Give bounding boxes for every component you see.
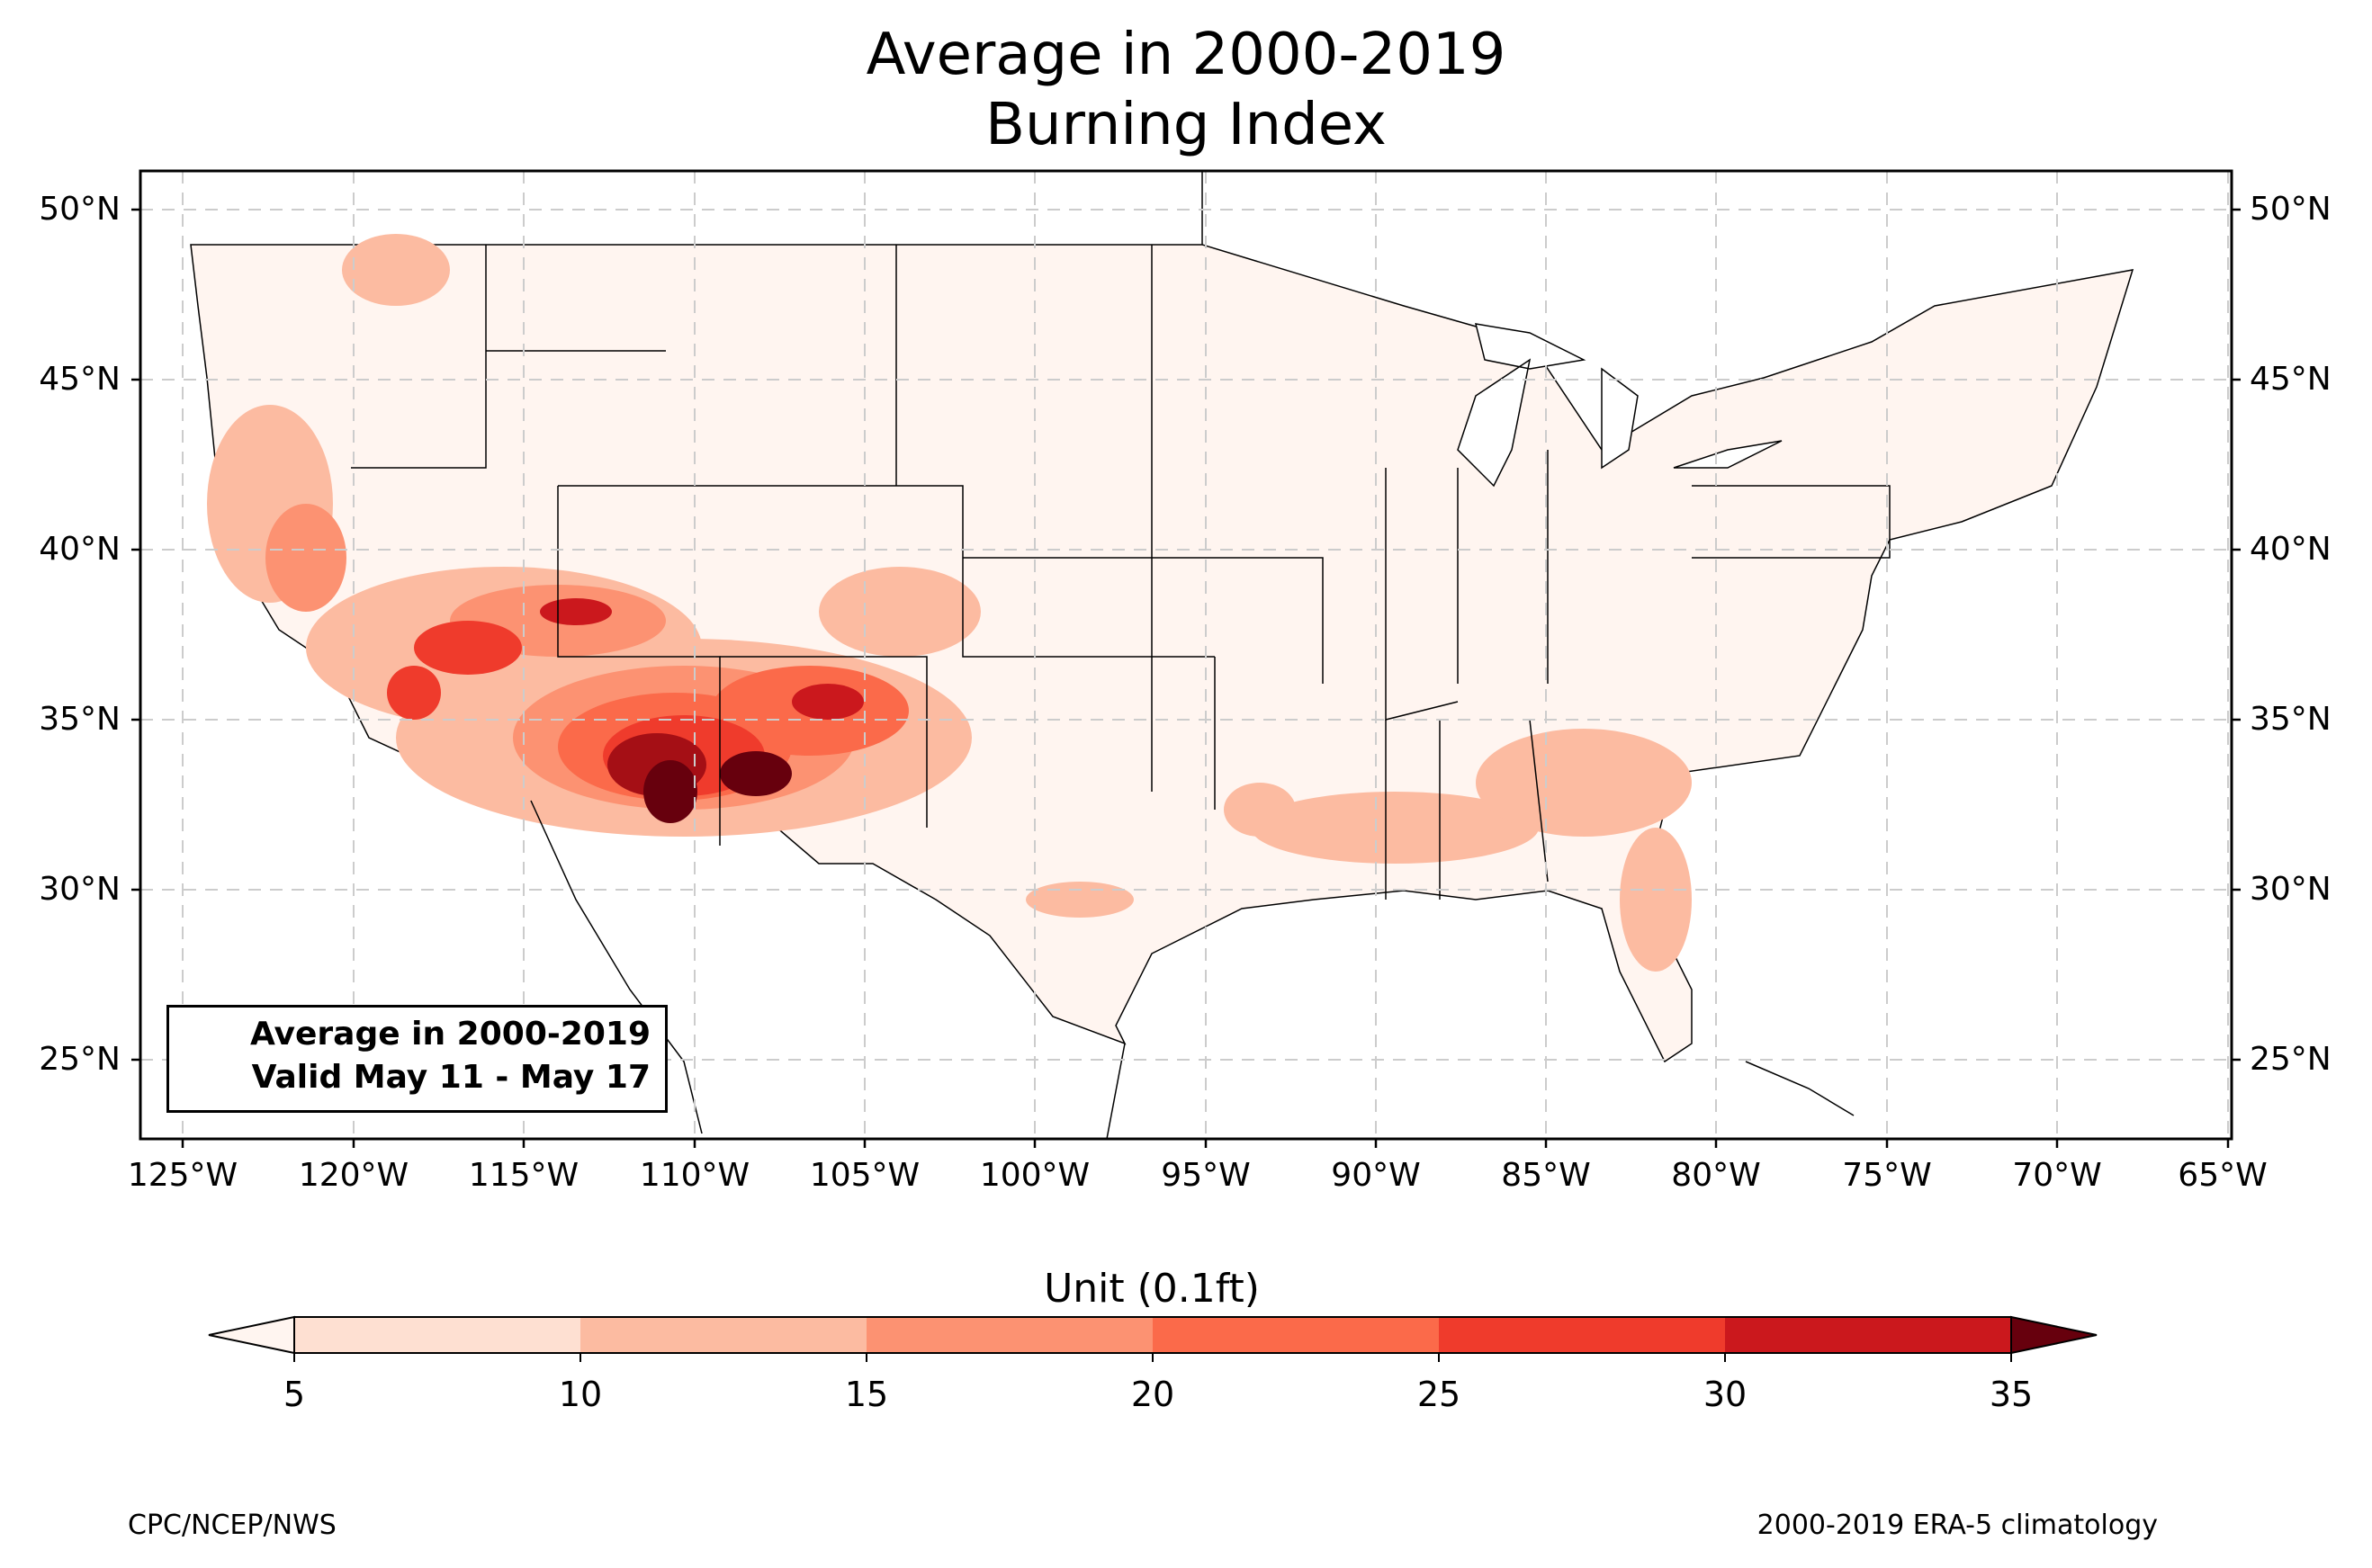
lat-label-left: 40°N bbox=[39, 531, 121, 568]
lon-label: 105°W bbox=[809, 1157, 921, 1194]
info-box-line1: Average in 2000-2019 bbox=[249, 1016, 651, 1053]
footer-climatology: 2000-2019 ERA-5 climatology bbox=[1757, 1510, 2158, 1541]
lat-label-right: 50°N bbox=[2250, 191, 2332, 228]
colorbar-segment bbox=[867, 1317, 1153, 1353]
lat-label-left: 25°N bbox=[39, 1041, 121, 1078]
lon-label: 75°W bbox=[1842, 1157, 1932, 1194]
lon-label: 120°W bbox=[298, 1157, 409, 1194]
map-subtitle: Burning Index bbox=[985, 92, 1387, 158]
lon-label: 70°W bbox=[2012, 1157, 2102, 1194]
lat-label-left: 45°N bbox=[39, 361, 121, 398]
lat-label-left: 30°N bbox=[39, 871, 121, 908]
info-box-line2: Valid May 11 - May 17 bbox=[251, 1059, 651, 1096]
lat-label-right: 35°N bbox=[2250, 701, 2332, 738]
lon-label: 100°W bbox=[979, 1157, 1091, 1194]
lon-label: 95°W bbox=[1161, 1157, 1251, 1194]
map-title: Average in 2000-2019 bbox=[866, 22, 1506, 88]
state-borders bbox=[351, 245, 1891, 900]
lon-label: 90°W bbox=[1331, 1157, 1421, 1194]
lon-label: 115°W bbox=[468, 1157, 580, 1194]
lon-label: 80°W bbox=[1671, 1157, 1761, 1194]
colorbar-title: Unit (0.1ft) bbox=[1044, 1266, 1260, 1312]
colorbar-segment bbox=[294, 1317, 580, 1353]
colorbar-tick-label: 25 bbox=[1416, 1375, 1461, 1414]
colorbar-tick-label: 35 bbox=[1989, 1375, 2034, 1414]
lat-label-left: 50°N bbox=[39, 191, 121, 228]
lon-label: 125°W bbox=[127, 1157, 238, 1194]
lat-label-left: 35°N bbox=[39, 701, 121, 738]
colorbar-tick-label: 20 bbox=[1130, 1375, 1175, 1414]
colorbar-over-arrow bbox=[2010, 1315, 2098, 1355]
lon-label: 65°W bbox=[2178, 1157, 2268, 1194]
colorbar-tick-label: 5 bbox=[283, 1375, 306, 1414]
colorbar-tick-label: 30 bbox=[1703, 1375, 1748, 1414]
lon-label: 110°W bbox=[639, 1157, 750, 1194]
colorbar-tick-label: 15 bbox=[844, 1375, 889, 1414]
map-frame bbox=[139, 169, 2233, 1141]
colorbar bbox=[208, 1315, 2098, 1362]
colorbar-under-arrow bbox=[208, 1315, 295, 1355]
colorbar-segment bbox=[1153, 1317, 1439, 1353]
lat-label-right: 45°N bbox=[2250, 361, 2332, 398]
lat-label-right: 40°N bbox=[2250, 531, 2332, 568]
great-lakes bbox=[1457, 323, 1783, 488]
burning-index-field bbox=[207, 234, 1692, 972]
lon-label: 85°W bbox=[1501, 1157, 1591, 1194]
footer-source: CPC/NCEP/NWS bbox=[128, 1510, 337, 1541]
colorbar-tick-label: 10 bbox=[558, 1375, 603, 1414]
lat-label-right: 25°N bbox=[2250, 1041, 2332, 1078]
colorbar-segment bbox=[580, 1317, 867, 1353]
colorbar-segment bbox=[1439, 1317, 1725, 1353]
colorbar-segment bbox=[1725, 1317, 2011, 1353]
info-box: Average in 2000-2019 Valid May 11 - May … bbox=[166, 1005, 668, 1113]
lat-label-right: 30°N bbox=[2250, 871, 2332, 908]
